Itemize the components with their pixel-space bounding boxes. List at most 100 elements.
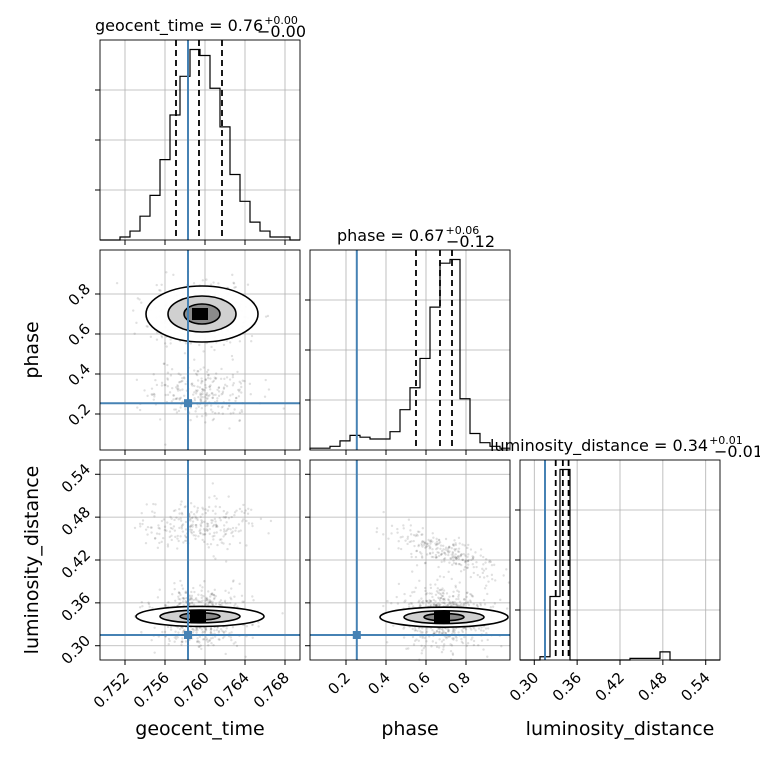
sample-point <box>232 382 235 385</box>
sample-point <box>196 509 199 512</box>
sample-point <box>211 600 214 603</box>
sample-point <box>455 557 458 560</box>
sample-point <box>425 545 428 549</box>
sample-point <box>184 528 188 531</box>
sample-point <box>181 640 184 644</box>
sample-point <box>452 543 455 546</box>
sample-point <box>417 543 421 547</box>
sample-point <box>472 555 475 559</box>
sample-point <box>212 281 215 284</box>
sample-point <box>158 288 161 292</box>
sample-point <box>173 587 176 591</box>
sample-point <box>199 395 203 399</box>
sample-point <box>418 599 421 602</box>
sample-point <box>194 515 197 518</box>
sample-point <box>217 630 221 633</box>
density-peak-luminosity_distance-vs-phase <box>434 611 450 624</box>
sample-point <box>447 570 450 574</box>
sample-point <box>230 638 233 642</box>
sample-point <box>420 542 423 545</box>
sample-point <box>224 602 228 605</box>
sample-point <box>430 555 434 559</box>
sample-point <box>151 510 154 513</box>
sample-point <box>460 637 463 641</box>
quantile-lines <box>175 40 570 660</box>
sample-point <box>206 529 209 532</box>
sample-point <box>166 371 170 374</box>
sample-point <box>243 379 246 383</box>
sample-point <box>208 388 212 391</box>
sample-point <box>460 552 463 556</box>
sample-point <box>172 273 175 277</box>
sample-point <box>201 538 204 542</box>
sample-point <box>160 334 163 338</box>
sample-point <box>447 598 450 601</box>
sample-point <box>155 283 158 287</box>
sample-point <box>176 626 180 629</box>
sample-point <box>413 590 416 594</box>
sample-point <box>181 523 185 526</box>
sample-point <box>457 562 461 566</box>
sample-point <box>225 627 228 630</box>
sample-point <box>476 605 480 609</box>
sample-point <box>485 632 488 635</box>
sample-point <box>488 559 491 562</box>
sample-point <box>428 599 431 602</box>
sample-point <box>180 380 183 383</box>
sample-point <box>449 602 452 606</box>
sample-point <box>428 552 432 556</box>
sample-point <box>222 387 226 390</box>
sample-point <box>212 593 216 597</box>
sample-point <box>211 391 214 395</box>
sample-point <box>214 411 217 415</box>
sample-point <box>195 415 199 418</box>
sample-point <box>184 536 188 539</box>
sample-point <box>209 384 212 387</box>
sample-point <box>230 598 233 601</box>
sample-point <box>163 342 167 345</box>
sample-point <box>444 632 448 635</box>
sample-point <box>180 640 183 644</box>
sample-point <box>239 382 243 385</box>
sample-point <box>457 604 460 607</box>
sample-point <box>450 644 454 647</box>
sample-point <box>190 590 193 594</box>
sample-point <box>223 533 227 536</box>
sample-point <box>140 301 143 304</box>
sample-point <box>229 636 233 639</box>
sample-point <box>447 603 450 606</box>
sample-point <box>184 505 187 508</box>
sample-point <box>413 629 417 632</box>
sample-point <box>146 525 150 529</box>
truth-marker-luminosity_distance-vs-geocent_time <box>184 631 192 639</box>
sample-point <box>429 600 433 603</box>
sample-point <box>190 532 194 535</box>
sample-point <box>155 338 159 341</box>
sample-point <box>174 630 177 633</box>
sample-point <box>436 551 439 554</box>
sample-point <box>462 603 465 606</box>
sample-point <box>185 601 188 604</box>
sample-point <box>199 398 202 401</box>
sample-point <box>193 629 196 632</box>
xtick-label-phase: 0.8 <box>444 669 474 699</box>
sample-point <box>208 385 211 388</box>
sample-point <box>214 525 218 529</box>
sample-point <box>194 629 198 632</box>
sample-point <box>469 626 472 630</box>
sample-point <box>173 518 176 522</box>
sample-point <box>219 603 223 607</box>
sample-point <box>214 372 218 375</box>
sample-point <box>215 524 218 527</box>
sample-point <box>220 393 223 396</box>
sample-point <box>197 405 200 408</box>
sample-point <box>200 521 203 525</box>
sample-point <box>200 380 203 383</box>
sample-point <box>440 588 443 592</box>
sample-point <box>184 599 187 603</box>
sample-point <box>210 593 214 596</box>
sample-point <box>484 561 487 564</box>
sample-point <box>174 408 178 411</box>
sample-point <box>214 523 218 526</box>
sample-point <box>160 540 163 544</box>
